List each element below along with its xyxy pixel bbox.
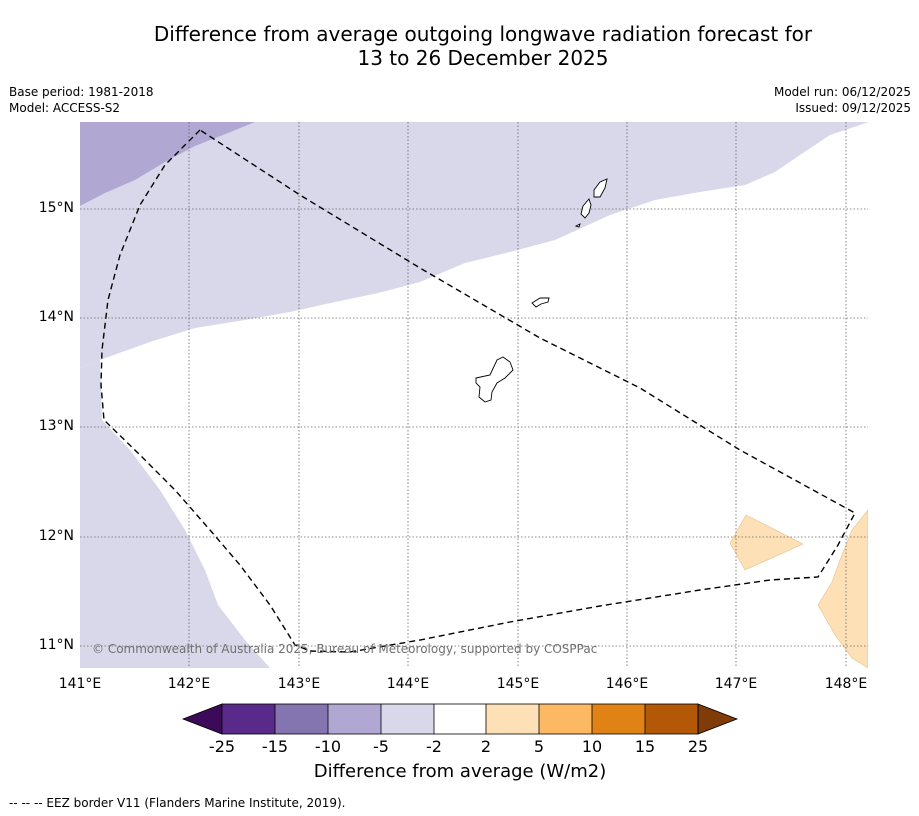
lon-label-142e: 142°E xyxy=(167,676,211,692)
anomaly-region-medium-purple xyxy=(80,122,255,206)
model-name: Model: ACCESS-S2 xyxy=(9,101,121,115)
colorbar-bin-7 xyxy=(539,704,592,734)
island-saipan xyxy=(593,178,608,198)
colorbar-extend-high xyxy=(697,703,739,735)
title-line-1: Difference from average outgoing longwav… xyxy=(153,22,813,46)
base-period: Base period: 1981-2018 xyxy=(9,85,154,99)
colorbar-tick: 10 xyxy=(581,737,603,756)
colorbar-extend-low xyxy=(181,703,223,735)
colorbar-bin-2 xyxy=(275,704,328,734)
model-run: Model run: 06/12/2025 xyxy=(773,85,911,99)
colorbar-label: Difference from average (W/m2) xyxy=(313,761,607,782)
colorbar-bin-8 xyxy=(592,704,645,734)
eez-legend-note: -- -- -- EEZ border V11 (Flanders Marine… xyxy=(9,796,346,810)
colorbar-bin-1 xyxy=(222,704,275,734)
colorbar-tick: -15 xyxy=(261,737,289,756)
map-panel: © Commonwealth of Australia 2025, Bureau… xyxy=(80,122,868,668)
lat-label-12n: 12°N xyxy=(38,528,74,544)
anomaly-region-light-orange-southeast xyxy=(817,509,868,668)
lon-label-143e: 143°E xyxy=(277,676,321,692)
meta-right: Model run: 06/12/2025 Issued: 09/12/2025 xyxy=(774,84,911,116)
anomaly-region-light-orange-east xyxy=(729,514,804,571)
map-title: Difference from average outgoing longwav… xyxy=(0,22,919,70)
colorbar-bin-3 xyxy=(328,704,381,734)
island-rota xyxy=(531,297,550,308)
colorbar-tick: 2 xyxy=(480,737,492,756)
lon-label-147e: 147°E xyxy=(714,676,758,692)
colorbar-tick: -25 xyxy=(208,737,236,756)
colorbar-tick: 25 xyxy=(687,737,709,756)
colorbar-bin-4 xyxy=(381,704,434,734)
copyright-notice: © Commonwealth of Australia 2025, Bureau… xyxy=(92,642,597,656)
lon-label-144e: 144°E xyxy=(386,676,430,692)
colorbar-tick: -10 xyxy=(314,737,342,756)
island-guam xyxy=(475,356,514,403)
lon-label-148e: 148°E xyxy=(824,676,868,692)
colorbar-bin-9 xyxy=(645,704,698,734)
colorbar-bin-6 xyxy=(486,704,539,734)
colorbar-tick: 15 xyxy=(634,737,656,756)
lon-label-141e: 141°E xyxy=(58,676,102,692)
colorbar xyxy=(181,703,739,735)
lon-label-145e: 145°E xyxy=(496,676,540,692)
island-aguijan xyxy=(574,223,581,228)
colorbar-tick: -5 xyxy=(373,737,389,756)
islands xyxy=(475,178,608,403)
meta-left: Base period: 1981-2018 Model: ACCESS-S2 xyxy=(9,84,154,116)
lat-label-14n: 14°N xyxy=(38,309,74,325)
lat-label-13n: 13°N xyxy=(38,418,74,434)
colorbar-tick: 5 xyxy=(533,737,545,756)
lat-label-15n: 15°N xyxy=(38,200,74,216)
title-line-2: 13 to 26 December 2025 xyxy=(357,46,609,70)
graticule xyxy=(80,122,868,668)
lat-label-11n: 11°N xyxy=(38,637,74,653)
colorbar-tick: -2 xyxy=(426,737,442,756)
anomaly-region-light-purple-southwest xyxy=(80,360,270,668)
colorbar-bin-5 xyxy=(434,704,486,734)
lon-label-146e: 146°E xyxy=(605,676,649,692)
anomaly-region-light-purple-north xyxy=(80,122,868,368)
island-tinian xyxy=(580,198,592,219)
issued-date: Issued: 09/12/2025 xyxy=(795,101,911,115)
